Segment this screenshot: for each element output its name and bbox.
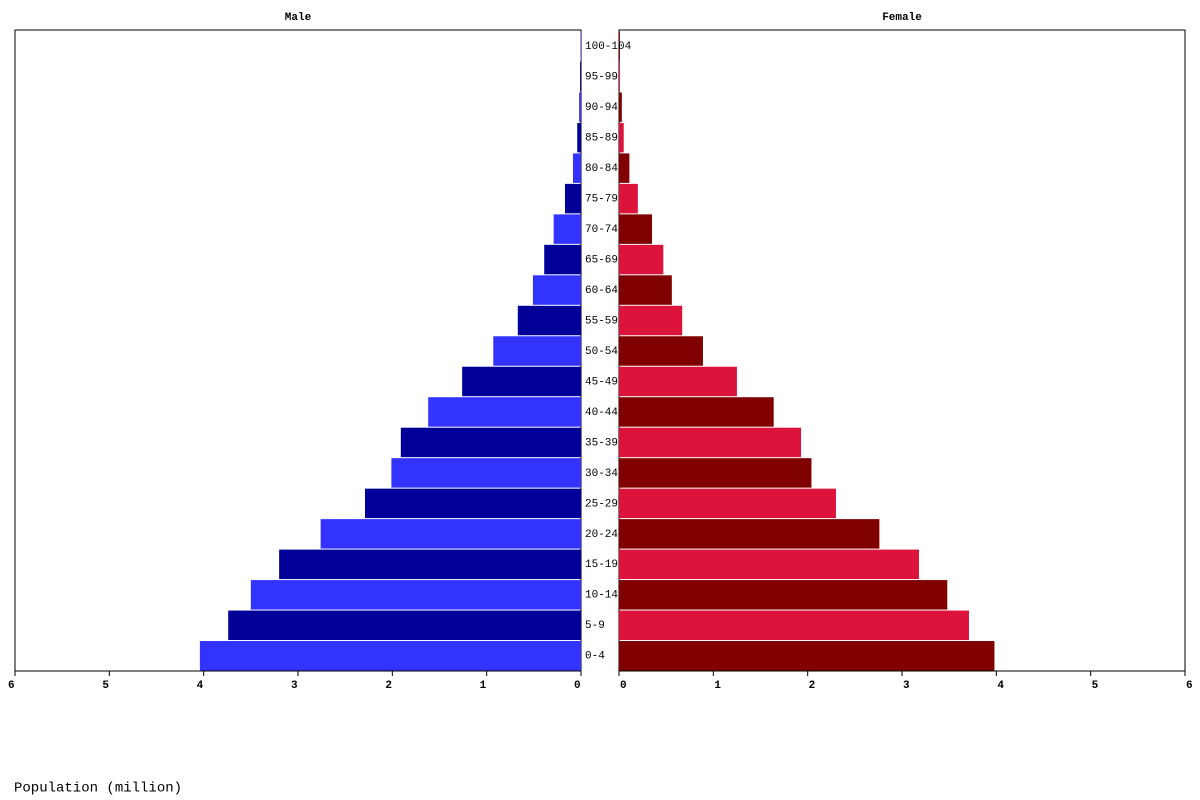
age-label: 100-104: [585, 41, 632, 53]
bar: [579, 92, 581, 122]
x-tick-label: 6: [1186, 680, 1193, 692]
bar: [619, 336, 703, 366]
x-tick-label: 2: [385, 680, 392, 692]
bar: [619, 519, 880, 549]
age-label: 75-79: [585, 194, 618, 206]
x-tick-label: 5: [1092, 680, 1099, 692]
bar: [462, 366, 581, 397]
x-tick-label: 4: [997, 680, 1004, 692]
bar: [619, 31, 620, 61]
age-label: 65-69: [585, 254, 618, 266]
age-label: 40-44: [585, 407, 618, 419]
bar: [619, 397, 774, 427]
age-label: 15-19: [585, 559, 618, 571]
age-label: 20-24: [585, 529, 618, 541]
bar: [250, 580, 582, 610]
x-tick-label: 2: [809, 680, 816, 692]
bar: [391, 458, 581, 488]
bar: [199, 641, 582, 671]
age-label: 60-64: [585, 285, 618, 297]
age-label: 30-34: [585, 468, 618, 480]
bar: [619, 458, 812, 488]
bar: [532, 275, 581, 305]
age-label: 0-4: [585, 651, 605, 663]
age-label: 25-29: [585, 498, 618, 510]
panel-title: Female: [882, 12, 922, 24]
bar: [619, 366, 737, 397]
bar: [580, 61, 581, 92]
bar: [619, 214, 653, 244]
bar: [619, 549, 919, 580]
bar: [553, 214, 581, 244]
bar: [544, 244, 581, 275]
bar: [364, 488, 581, 519]
bar: [619, 275, 672, 305]
age-label: 55-59: [585, 315, 618, 327]
x-tick-label: 6: [8, 680, 15, 692]
x-axis-title: Population (million): [14, 781, 182, 797]
bar: [619, 641, 995, 671]
x-tick-label: 3: [291, 680, 298, 692]
x-tick-label: 0: [574, 680, 581, 692]
x-tick-label: 0: [620, 680, 627, 692]
age-label: 70-74: [585, 224, 618, 236]
bar: [493, 336, 581, 366]
bar: [619, 153, 630, 183]
bar: [619, 61, 620, 92]
bar: [619, 305, 683, 336]
x-tick-label: 4: [197, 680, 204, 692]
age-label: 10-14: [585, 590, 618, 602]
x-tick-label: 5: [102, 680, 109, 692]
x-tick-label: 1: [480, 680, 487, 692]
x-tick-label: 1: [714, 680, 721, 692]
bar: [517, 305, 581, 336]
bar: [577, 122, 581, 153]
age-label: 5-9: [585, 620, 605, 632]
bar: [619, 580, 948, 610]
age-label: 95-99: [585, 72, 618, 84]
age-label: 85-89: [585, 133, 618, 145]
bar: [619, 183, 638, 214]
age-label: 90-94: [585, 102, 618, 114]
bar: [619, 244, 664, 275]
bar: [320, 519, 581, 549]
bar: [619, 427, 802, 458]
bar: [619, 610, 969, 641]
bar: [228, 610, 581, 641]
age-label: 50-54: [585, 346, 618, 358]
bar: [400, 427, 581, 458]
age-label: 45-49: [585, 376, 618, 388]
panel-title: Male: [285, 12, 312, 24]
bar: [428, 397, 581, 427]
bar: [279, 549, 581, 580]
bar: [572, 153, 581, 183]
bar: [619, 122, 624, 153]
age-label: 80-84: [585, 163, 618, 175]
x-tick-label: 3: [903, 680, 910, 692]
age-label: 35-39: [585, 437, 618, 449]
bar: [564, 183, 581, 214]
bar: [619, 92, 622, 122]
bar: [619, 488, 836, 519]
